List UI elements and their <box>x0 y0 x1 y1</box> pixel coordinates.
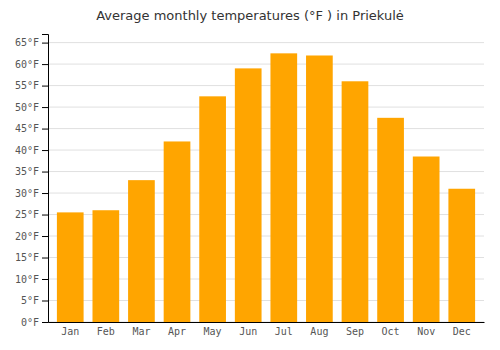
grid-line <box>48 64 484 65</box>
x-tick: Dec <box>453 326 471 337</box>
bar <box>413 157 440 322</box>
bar <box>128 180 155 322</box>
y-tick: 10°F <box>15 274 48 285</box>
y-tick-mark <box>42 150 48 151</box>
x-tick-label: Apr <box>168 326 186 337</box>
y-tick-mark <box>42 258 48 259</box>
bar <box>342 81 369 322</box>
x-tick-label: Jan <box>61 326 79 337</box>
x-tick: Aug <box>310 326 328 337</box>
y-tick: 20°F <box>15 231 48 242</box>
y-tick-mark <box>42 322 48 323</box>
y-tick-label: 50°F <box>15 102 39 113</box>
y-tick: 40°F <box>15 145 48 156</box>
x-tick: Mar <box>132 326 150 337</box>
y-tick: 65°F <box>15 37 48 48</box>
x-tick-label: Feb <box>97 326 115 337</box>
bar <box>306 55 333 322</box>
x-tick: Apr <box>168 326 186 337</box>
x-tick: Oct <box>382 326 400 337</box>
x-axis: Jan Feb Mar Apr May Jun Jul Aug Sep Oct Nov Dec <box>49 323 485 338</box>
x-tick-label: Oct <box>382 326 400 337</box>
grid <box>48 43 484 322</box>
y-tick-mark <box>42 172 48 173</box>
grid-line <box>48 107 484 108</box>
y-tick-mark <box>42 64 48 65</box>
x-tick-label: Aug <box>310 326 328 337</box>
y-tick-label: 0°F <box>21 317 39 328</box>
y-tick: 5°F <box>21 295 48 306</box>
bar <box>57 212 84 322</box>
x-tick: Jul <box>275 326 293 337</box>
grid-line <box>48 85 484 86</box>
y-tick-mark <box>42 301 48 302</box>
y-axis-line <box>42 35 49 323</box>
y-tick: 25°F <box>15 209 48 220</box>
y-tick-mark <box>42 86 48 87</box>
x-tick: May <box>204 326 222 337</box>
bar <box>199 96 226 322</box>
x-tick-label: May <box>204 326 222 337</box>
x-tick-label: Sep <box>346 326 364 337</box>
bar <box>92 210 119 322</box>
plot: 0°F 5°F 10°F 15°F 20°F 25°F 30°F 35°F 40°F 45°F 50… <box>15 35 485 338</box>
grid-line <box>48 128 484 129</box>
y-tick-label: 40°F <box>15 145 39 156</box>
x-tick: Feb <box>97 326 115 337</box>
x-axis-line <box>49 322 485 323</box>
x-tick-label: Jun <box>239 326 257 337</box>
y-tick-label: 35°F <box>15 166 39 177</box>
x-tick: Sep <box>346 326 364 337</box>
y-tick-mark <box>42 215 48 216</box>
x-tick: Jan <box>61 326 79 337</box>
bar <box>448 189 475 322</box>
x-tick-label: Jul <box>275 326 293 337</box>
bar <box>164 141 191 322</box>
y-tick-mark <box>42 107 48 108</box>
y-tick-label: 25°F <box>15 209 39 220</box>
y-tick-label: 15°F <box>15 252 39 263</box>
x-tick: Nov <box>417 326 435 337</box>
y-tick: 55°F <box>15 80 48 91</box>
bars <box>57 53 475 322</box>
y-tick: 60°F <box>15 59 48 70</box>
bar <box>377 118 404 322</box>
bar <box>270 53 297 322</box>
y-tick-mark <box>42 236 48 237</box>
y-tick-mark <box>42 43 48 44</box>
y-tick: 30°F <box>15 188 48 199</box>
y-tick-label: 65°F <box>15 37 39 48</box>
y-tick-label: 10°F <box>15 274 39 285</box>
bar <box>235 68 262 322</box>
y-tick-mark <box>42 129 48 130</box>
x-tick-label: Mar <box>132 326 150 337</box>
y-tick: 50°F <box>15 102 48 113</box>
y-tick: 15°F <box>15 252 48 263</box>
y-tick-label: 60°F <box>15 59 39 70</box>
x-tick-label: Nov <box>417 326 435 337</box>
y-axis: 0°F 5°F 10°F 15°F 20°F 25°F 30°F 35°F 40°F 45°F 50… <box>15 35 49 328</box>
y-tick-label: 55°F <box>15 80 39 91</box>
y-tick: 35°F <box>15 166 48 177</box>
y-tick: 45°F <box>15 123 48 134</box>
y-tick-mark <box>42 279 48 280</box>
y-tick-label: 20°F <box>15 231 39 242</box>
chart: Average monthly temperatures (°F ) in Pr… <box>0 0 500 350</box>
y-tick: 0°F <box>21 317 48 328</box>
grid-line <box>48 42 484 43</box>
y-tick-label: 45°F <box>15 123 39 134</box>
grid-line <box>48 150 484 151</box>
title: Average monthly temperatures (°F ) in Pr… <box>96 8 404 23</box>
y-tick-label: 5°F <box>21 295 39 306</box>
x-tick-label: Dec <box>453 326 471 337</box>
y-tick-label: 30°F <box>15 188 39 199</box>
x-tick: Jun <box>239 326 257 337</box>
y-tick-mark <box>42 193 48 194</box>
